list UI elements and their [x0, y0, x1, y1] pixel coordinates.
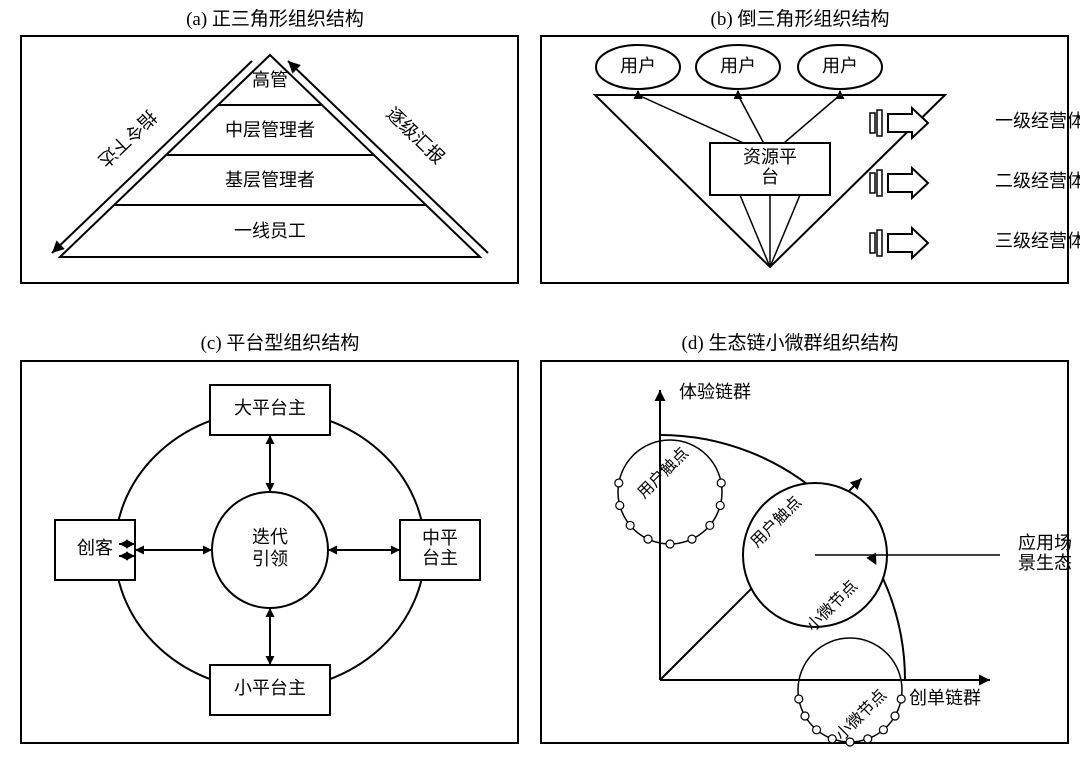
- svg-text:大平台主: 大平台主: [234, 398, 306, 418]
- panel-a-svg: 高管中层管理者基层管理者一线员工 指令下达 逐级汇报: [20, 35, 515, 280]
- svg-text:三级经营体: 三级经营体: [995, 231, 1080, 251]
- panel-c-svg: 迭代引领大平台主小平台主创客中平台主: [20, 360, 515, 740]
- svg-text:用户触点: 用户触点: [634, 444, 692, 502]
- svg-text:创客: 创客: [77, 538, 113, 558]
- svg-text:用户: 用户: [720, 56, 756, 76]
- svg-text:创单链群: 创单链群: [909, 688, 981, 708]
- panel-a-title: (a) 正三角形组织结构: [145, 4, 405, 31]
- svg-text:基层管理者: 基层管理者: [225, 170, 315, 190]
- svg-text:体验链群: 体验链群: [679, 382, 751, 402]
- svg-text:一级经营体: 一级经营体: [995, 111, 1080, 131]
- svg-text:中平台主: 中平台主: [422, 528, 458, 568]
- svg-text:小平台主: 小平台主: [234, 678, 306, 698]
- panel-b-title: (b) 倒三角形组织结构: [670, 4, 930, 31]
- panel-b-svg: 用户用户用户资源平台一级经营体二级经营体三级经营体: [540, 35, 1065, 280]
- svg-text:用户: 用户: [620, 56, 656, 76]
- svg-text:一线员工: 一线员工: [234, 221, 306, 241]
- svg-text:二级经营体: 二级经营体: [995, 171, 1080, 191]
- svg-text:应用场景生态: 应用场景生态: [1018, 533, 1072, 573]
- svg-text:逐级汇报: 逐级汇报: [382, 104, 448, 168]
- panel-d-svg: 体验链群创单链群增值分享共赢进化应用场景生态用户触点小微节点用户触点小微节点: [540, 360, 1065, 740]
- svg-text:小微节点: 小微节点: [832, 686, 890, 744]
- svg-text:用户: 用户: [822, 56, 858, 76]
- svg-text:中层管理者: 中层管理者: [225, 120, 315, 140]
- svg-text:指令下达: 指令下达: [94, 106, 160, 170]
- svg-text:高管: 高管: [252, 70, 288, 90]
- panel-d-title: (d) 生态链小微群组织结构: [640, 328, 940, 355]
- panel-c-title: (c) 平台型组织结构: [150, 328, 410, 355]
